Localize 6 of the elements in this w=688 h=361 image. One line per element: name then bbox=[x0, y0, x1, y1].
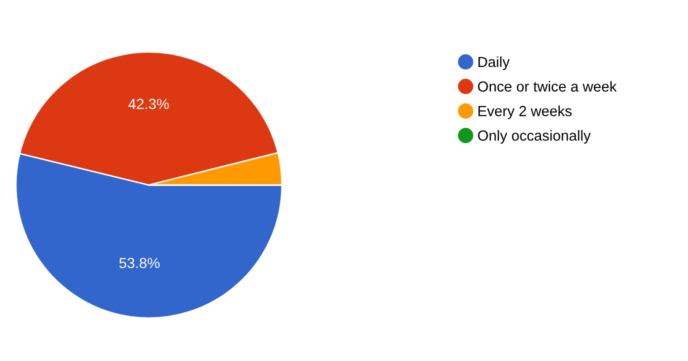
data-label: 42.3% bbox=[128, 98, 169, 110]
legend-label: Daily bbox=[478, 56, 510, 70]
legend-label: Once or twice a week bbox=[478, 80, 617, 92]
legend-label: Only occasionally bbox=[478, 130, 591, 144]
legend-label: Every 2 weeks bbox=[478, 106, 572, 120]
data-label: 53.8% bbox=[119, 258, 160, 268]
